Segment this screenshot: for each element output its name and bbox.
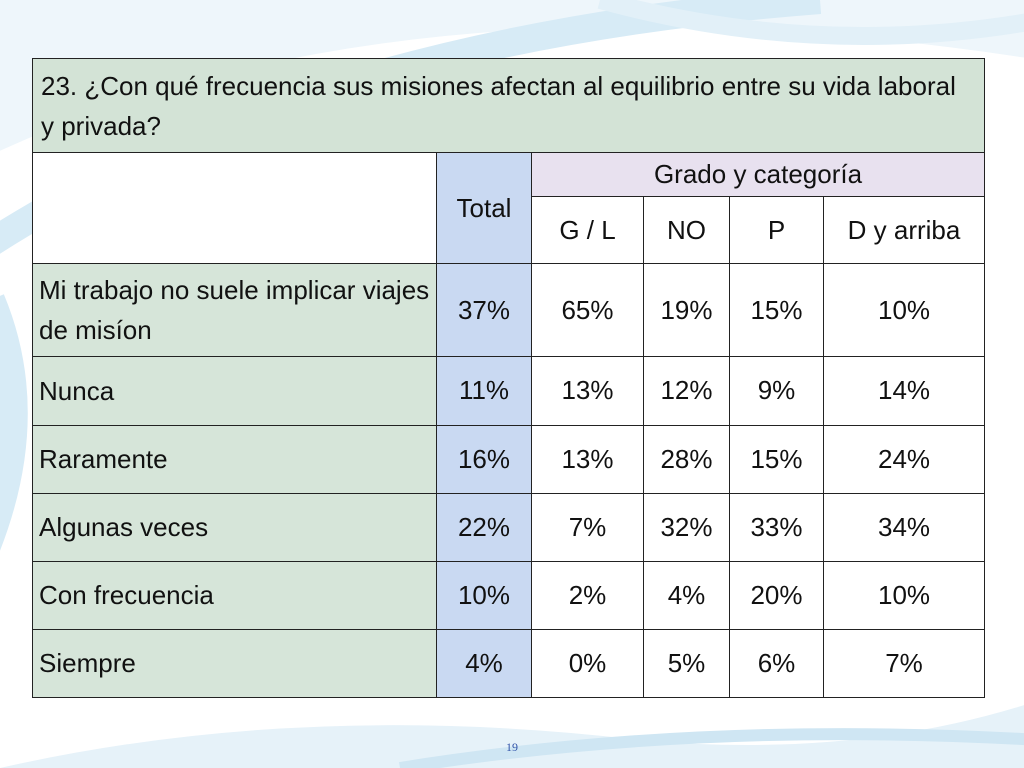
- subheader-gl: G / L: [531, 196, 644, 265]
- total-cell: 11%: [436, 356, 532, 426]
- row-label: Siempre: [32, 628, 437, 699]
- row-label: Nunca: [32, 356, 437, 426]
- subheader-row: G / L NO P D y arriba: [33, 196, 986, 265]
- title-row: 23. ¿Con qué frecuencia sus misiones afe…: [31, 57, 986, 154]
- value-cell: 34%: [822, 492, 986, 562]
- value-cell: 9%: [729, 356, 824, 426]
- value-cell: 14%: [822, 356, 986, 426]
- row-label: Raramente: [32, 424, 437, 494]
- total-cell: 10%: [436, 560, 532, 630]
- total-cell: 4%: [436, 628, 532, 699]
- value-cell: 32%: [643, 492, 730, 562]
- subheader-p: P: [729, 196, 824, 265]
- total-cell: 22%: [436, 492, 532, 562]
- value-cell: 10%: [822, 560, 986, 630]
- value-cell: 12%: [643, 356, 730, 426]
- page-number: 19: [506, 740, 518, 754]
- value-cell: 65%: [531, 263, 644, 358]
- value-cell: 15%: [729, 424, 824, 494]
- empty-header-cell: [32, 152, 437, 265]
- table-row: Siempre 4% 0% 5% 6% 7%: [32, 628, 986, 699]
- survey-results-table: 23. ¿Con qué frecuencia sus misiones afe…: [31, 57, 986, 699]
- value-cell: 5%: [643, 628, 730, 699]
- value-cell: 24%: [822, 424, 986, 494]
- value-cell: 20%: [729, 560, 824, 630]
- value-cell: 19%: [643, 263, 730, 358]
- value-cell: 6%: [729, 628, 824, 699]
- value-cell: 10%: [822, 263, 986, 358]
- table-row: Mi trabajo no suele implicar viajes de m…: [32, 263, 986, 358]
- value-cell: 0%: [531, 628, 644, 699]
- value-cell: 13%: [531, 424, 644, 494]
- value-cell: 4%: [643, 560, 730, 630]
- value-cell: 7%: [822, 628, 986, 699]
- subheader-no: NO: [643, 196, 730, 265]
- row-label: Con frecuencia: [32, 560, 437, 630]
- value-cell: 13%: [531, 356, 644, 426]
- total-cell: 37%: [436, 263, 532, 358]
- table-row: Algunas veces 22% 7% 32% 33% 34%: [32, 492, 986, 562]
- row-label: Mi trabajo no suele implicar viajes de m…: [32, 263, 437, 358]
- total-header: Total: [436, 152, 532, 265]
- header-row: Total Grado y categoría: [32, 152, 986, 265]
- subheader-d-y-arriba: D y arriba: [822, 196, 986, 265]
- value-cell: 7%: [531, 492, 644, 562]
- group-header: Grado y categoría: [530, 152, 986, 198]
- value-cell: 2%: [531, 560, 644, 630]
- row-label: Algunas veces: [32, 492, 437, 562]
- value-cell: 33%: [729, 492, 824, 562]
- table-row: Nunca 11% 13% 12% 9% 14%: [32, 356, 986, 426]
- total-cell: 16%: [436, 424, 532, 494]
- value-cell: 28%: [643, 424, 730, 494]
- question-title: 23. ¿Con qué frecuencia sus misiones afe…: [31, 57, 986, 154]
- table-row: Raramente 16% 13% 28% 15% 24%: [32, 424, 986, 494]
- value-cell: 15%: [729, 263, 824, 358]
- table-row: Con frecuencia 10% 2% 4% 20% 10%: [32, 560, 986, 630]
